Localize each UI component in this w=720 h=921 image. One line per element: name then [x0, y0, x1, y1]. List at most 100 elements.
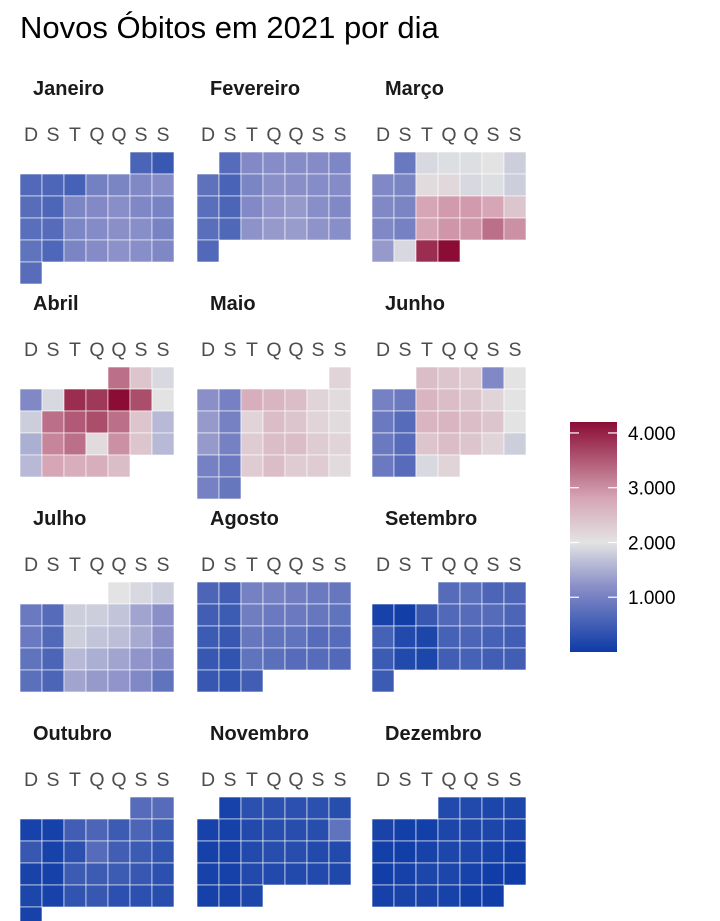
- day-cell: Dezembro 10: 150: [481, 818, 505, 842]
- month-title: Fevereiro: [210, 78, 300, 100]
- day-cell: Setembro 9: 700: [459, 603, 483, 627]
- day-cell: Agosto 15: 450: [196, 625, 220, 649]
- day-cell: Janeiro 18: 700: [41, 217, 65, 241]
- day-cell: Junho 13: 900: [371, 410, 395, 434]
- day-cell: Julho 31: 800: [151, 669, 175, 693]
- day-cell: Janeiro 6: 980: [85, 173, 109, 197]
- day-cell: Novembro 19: 200: [306, 840, 330, 864]
- day-cell: Setembro 20: 200: [393, 647, 417, 671]
- month-title: Junho: [385, 293, 445, 315]
- day-cell: Agosto 5: 950: [284, 581, 308, 605]
- day-cell: Novembro 24: 200: [262, 862, 286, 886]
- day-cell: Junho 12: 2000: [503, 388, 527, 412]
- day-cell: Fevereiro 11: 1190: [284, 173, 308, 197]
- day-cell: Maio 7: 2200: [306, 388, 330, 412]
- day-cell: Setembro 4: 600: [503, 581, 527, 605]
- day-cell: Setembro 7: 400: [415, 603, 439, 627]
- weekday-label: D: [201, 769, 215, 791]
- day-cell: Março 16: 2800: [415, 195, 439, 219]
- day-cell: Março 12: 1950: [481, 173, 505, 197]
- day-cell: Abril 23: 2400: [129, 432, 153, 456]
- day-cell: Julho 3: 1800: [151, 581, 175, 605]
- legend-tick-label: 4.000: [628, 424, 676, 445]
- day-cell: Agosto 17: 850: [240, 625, 264, 649]
- day-cell: Fevereiro 18: 1300: [284, 195, 308, 219]
- day-cell: Fevereiro 10: 1200: [262, 173, 286, 197]
- day-cell: Março 11: 1900: [459, 173, 483, 197]
- day-cell: Abril 14: 3600: [85, 410, 109, 434]
- day-cell: Agosto 7: 850: [328, 581, 352, 605]
- day-cell: Julho 25: 750: [19, 669, 43, 693]
- weekday-label: Q: [111, 769, 126, 791]
- weekday-label: T: [246, 769, 258, 791]
- weekday-label: S: [333, 124, 346, 146]
- day-cell: Novembro 1: 100: [218, 796, 242, 820]
- day-cell: Junho 26: 1800: [503, 432, 527, 456]
- day-cell: Agosto 30: 350: [218, 669, 242, 693]
- weekday-label: T: [421, 339, 433, 361]
- weekday-label: Q: [89, 554, 104, 576]
- day-cell: Novembro 21: 100: [196, 862, 220, 886]
- day-cell: Agosto 24: 800: [240, 647, 264, 671]
- day-cell: Fevereiro 12: 1150: [306, 173, 330, 197]
- day-cell: Março 5: 2000: [481, 151, 505, 175]
- day-cell: Setembro 1: 700: [437, 581, 461, 605]
- day-cell: Novembro 28: 90: [196, 884, 220, 908]
- day-cell: Março 3: 1950: [437, 151, 461, 175]
- day-cell: Junho 2: 2400: [437, 366, 461, 390]
- day-cell: Dezembro 14: 100: [415, 840, 439, 864]
- day-cell: Junho 8: 2600: [415, 388, 439, 412]
- weekday-label: S: [156, 769, 169, 791]
- weekday-label: Q: [111, 339, 126, 361]
- day-cell: Julho 2: 1900: [129, 581, 153, 605]
- day-cell: Fevereiro 24: 1300: [262, 217, 286, 241]
- day-cell: Junho 7: 900: [393, 388, 417, 412]
- weekday-label: Q: [463, 554, 478, 576]
- weekday-label: Q: [463, 769, 478, 791]
- day-cell: Outubro 2: 700: [151, 796, 175, 820]
- day-cell: Agosto 14: 800: [328, 603, 352, 627]
- day-cell: Julho 8: 1700: [107, 603, 131, 627]
- day-cell: Outubro 26: 350: [63, 884, 87, 908]
- day-cell: Janeiro 8: 1100: [129, 173, 153, 197]
- weekday-label: S: [311, 769, 324, 791]
- day-cell: Maio 21: 2300: [306, 432, 330, 456]
- weekday-label: Q: [463, 124, 478, 146]
- day-cell: Agosto 25: 750: [262, 647, 286, 671]
- day-cell: Junho 5: 2000: [503, 366, 527, 390]
- weekday-label: S: [333, 769, 346, 791]
- day-cell: Novembro 11: 250: [284, 818, 308, 842]
- day-cell: Fevereiro 7: 780: [196, 173, 220, 197]
- day-cell: Maio 10: 1000: [218, 410, 242, 434]
- day-cell: Outubro 13: 700: [85, 840, 109, 864]
- day-cell: Maio 14: 2200: [306, 410, 330, 434]
- day-cell: Fevereiro 17: 1250: [262, 195, 286, 219]
- day-cell: Fevereiro 28: 650: [196, 239, 220, 263]
- day-cell: Junho 6: 1000: [371, 388, 395, 412]
- day-cell: Dezembro 8: 150: [437, 818, 461, 842]
- day-cell: Outubro 19: 450: [63, 862, 87, 886]
- day-cell: Fevereiro 25: 1320: [284, 217, 308, 241]
- weekday-label: T: [421, 554, 433, 576]
- day-cell: Julho 28: 1300: [85, 669, 109, 693]
- day-cell: Junho 3: 2300: [459, 366, 483, 390]
- day-cell: Abril 13: 3500: [63, 410, 87, 434]
- day-cell: Setembro 14: 150: [415, 625, 439, 649]
- day-cell: Julho 26: 600: [41, 669, 65, 693]
- day-cell: Janeiro 22: 1180: [129, 217, 153, 241]
- day-cell: Julho 18: 800: [19, 647, 43, 671]
- weekday-label: D: [24, 124, 38, 146]
- day-cell: Setembro 10: 700: [481, 603, 505, 627]
- day-cell: Fevereiro 20: 1100: [328, 195, 352, 219]
- day-cell: Julho 22: 1400: [107, 647, 131, 671]
- day-cell: Abril 26: 2800: [41, 454, 65, 478]
- day-cell: Novembro 20: 200: [328, 840, 352, 864]
- weekday-label: S: [223, 339, 236, 361]
- day-cell: Dezembro 7: 60: [415, 818, 439, 842]
- day-cell: Março 29: 1900: [393, 239, 417, 263]
- weekday-label: S: [223, 124, 236, 146]
- day-cell: Setembro 23: 550: [459, 647, 483, 671]
- day-cell: Maio 16: 1300: [196, 432, 220, 456]
